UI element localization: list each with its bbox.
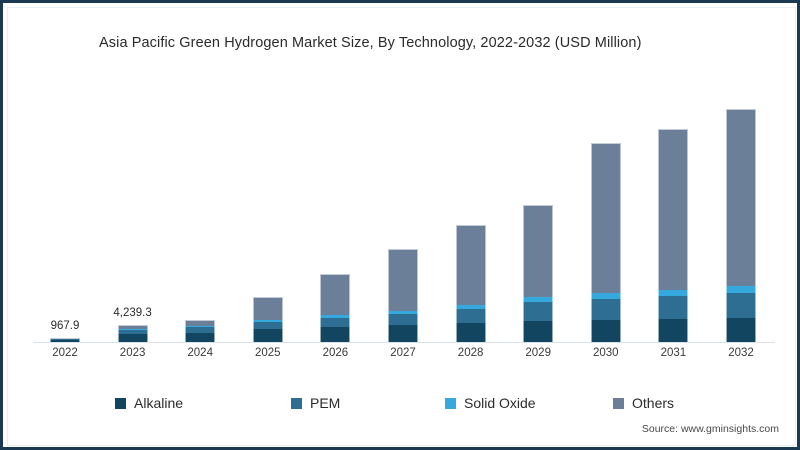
bar-segment-others-2022[interactable] <box>50 337 80 339</box>
bar-segment-solid-oxide-2028[interactable] <box>455 304 486 309</box>
bar-group-2032[interactable] <box>726 108 756 342</box>
bar-segment-others-2031[interactable] <box>658 129 689 290</box>
bar-segment-alkaline-2027[interactable] <box>388 324 418 342</box>
x-tick-2029: 2029 <box>525 347 551 359</box>
bar-segment-pem-2025[interactable] <box>252 322 283 330</box>
bar-segment-solid-oxide-2026[interactable] <box>320 315 351 318</box>
bar-segment-pem-2032[interactable] <box>726 292 756 319</box>
bar-segment-solid-oxide-2030[interactable] <box>590 293 621 299</box>
bar-group-2024[interactable] <box>185 319 216 342</box>
bar-segment-alkaline-2022[interactable] <box>50 340 80 342</box>
legend-label-alkaline: Alkaline <box>134 395 184 411</box>
bar-segment-alkaline-2031[interactable] <box>658 319 689 342</box>
legend-swatch-pem <box>291 397 302 409</box>
chart-title: Asia Pacific Green Hydrogen Market Size,… <box>99 35 642 51</box>
x-tick-2026: 2026 <box>322 347 349 359</box>
legend-swatch-others <box>613 397 624 409</box>
bar-segment-solid-oxide-2025[interactable] <box>252 320 283 323</box>
bar-segment-pem-2022[interactable] <box>50 339 80 341</box>
bar-segment-solid-oxide-2022[interactable] <box>50 338 80 340</box>
x-tick-2024: 2024 <box>187 347 213 359</box>
bar-segment-pem-2028[interactable] <box>455 308 486 323</box>
bar-group-2027[interactable] <box>388 248 418 342</box>
bar-segment-others-2026[interactable] <box>320 274 351 316</box>
bar-segment-pem-2026[interactable] <box>320 317 351 327</box>
bar-segment-pem-2023[interactable] <box>117 330 148 335</box>
bar-segment-solid-oxide-2024[interactable] <box>185 326 216 328</box>
legend-swatch-solid-oxide <box>445 397 456 409</box>
bar-group-2025[interactable] <box>252 297 283 342</box>
bar-segment-others-2028[interactable] <box>455 225 486 305</box>
bar-segment-pem-2024[interactable] <box>185 327 216 333</box>
source-note: Source: www.gminsights.com <box>641 423 779 435</box>
x-axis-baseline <box>33 342 775 343</box>
bar-segment-others-2025[interactable] <box>252 297 283 321</box>
bar-segment-others-2027[interactable] <box>388 248 418 311</box>
bar-segment-others-2023[interactable] <box>117 324 148 330</box>
bar-segment-solid-oxide-2029[interactable] <box>523 297 554 303</box>
x-tick-2032: 2032 <box>728 347 754 359</box>
x-tick-2031: 2031 <box>660 347 687 359</box>
bar-segment-others-2032[interactable] <box>726 108 756 287</box>
bar-group-2029[interactable] <box>523 204 554 342</box>
x-tick-2027: 2027 <box>390 347 416 359</box>
bar-group-2026[interactable] <box>320 274 351 342</box>
x-tick-2022: 2022 <box>52 347 78 359</box>
bar-segment-pem-2031[interactable] <box>658 295 689 320</box>
x-tick-2025: 2025 <box>255 347 281 359</box>
legend-item-others[interactable]: Others <box>613 395 674 411</box>
x-tick-2023: 2023 <box>119 347 146 359</box>
value-label-2023: 4,239.3 <box>113 306 152 319</box>
legend-label-others: Others <box>632 395 675 411</box>
bar-segment-pem-2027[interactable] <box>388 313 418 325</box>
legend-item-pem[interactable]: PEM <box>291 395 340 411</box>
legend-swatch-alkaline <box>115 397 126 409</box>
bar-segment-alkaline-2030[interactable] <box>590 320 621 342</box>
legend-label-pem: PEM <box>310 395 341 411</box>
bar-segment-alkaline-2026[interactable] <box>320 326 351 342</box>
bar-segment-solid-oxide-2027[interactable] <box>388 310 418 314</box>
bar-group-2030[interactable] <box>590 142 621 342</box>
bar-segment-alkaline-2023[interactable] <box>117 334 148 342</box>
bar-segment-alkaline-2025[interactable] <box>252 329 283 342</box>
chart-legend: Alkaline PEM Solid Oxide Others <box>115 395 715 417</box>
x-axis-tick-labels: 2022 2023 2024 2025 2026 2027 2028 2029 2030 2031… <box>27 347 779 365</box>
x-tick-2030: 2030 <box>593 347 619 359</box>
bar-group-2022[interactable] <box>50 337 80 342</box>
bar-segment-solid-oxide-2031[interactable] <box>658 289 689 296</box>
bar-group-2031[interactable] <box>658 129 689 342</box>
legend-label-solid-oxide: Solid Oxide <box>464 395 536 411</box>
legend-item-solid-oxide[interactable]: Solid Oxide <box>445 395 536 411</box>
value-label-2022: 967.9 <box>50 320 80 333</box>
bar-group-2028[interactable] <box>455 225 486 342</box>
bar-segment-alkaline-2028[interactable] <box>455 322 486 342</box>
bar-segment-pem-2030[interactable] <box>590 298 621 321</box>
plot-area: 967.9 4,239.3 <box>27 73 779 343</box>
bar-segment-pem-2029[interactable] <box>523 302 554 322</box>
legend-item-alkaline[interactable]: Alkaline <box>115 395 183 411</box>
x-tick-2028: 2028 <box>457 347 484 359</box>
bar-segment-others-2029[interactable] <box>523 204 554 298</box>
bar-segment-solid-oxide-2023[interactable] <box>117 329 148 331</box>
bar-segment-alkaline-2029[interactable] <box>523 321 554 342</box>
bar-segment-others-2030[interactable] <box>590 142 621 294</box>
bar-group-2023[interactable] <box>117 324 148 342</box>
bar-segment-solid-oxide-2032[interactable] <box>726 286 756 293</box>
bar-segment-others-2024[interactable] <box>185 319 216 327</box>
bar-segment-alkaline-2024[interactable] <box>185 332 216 342</box>
bar-segment-alkaline-2032[interactable] <box>726 318 756 342</box>
